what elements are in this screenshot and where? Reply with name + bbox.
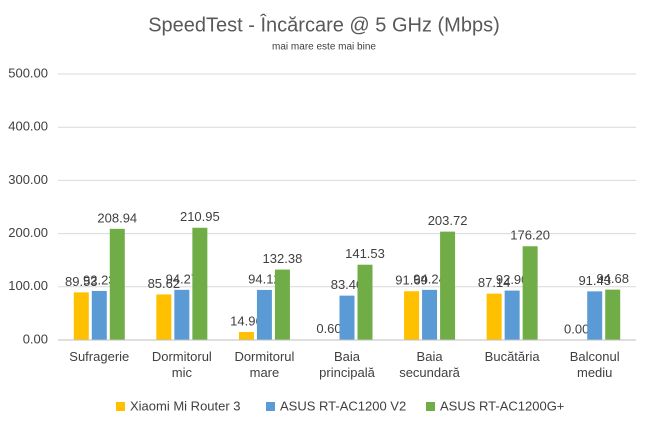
data-label: 14.96 xyxy=(230,313,263,328)
bar xyxy=(274,269,290,340)
bar xyxy=(109,228,125,340)
legend-label: ASUS RT-AC1200G+ xyxy=(440,398,564,413)
bar xyxy=(422,289,438,340)
data-label: 94.68 xyxy=(596,271,629,286)
legend-swatch xyxy=(266,402,275,411)
bar xyxy=(174,289,190,340)
bar xyxy=(404,291,420,340)
data-label: 92.90 xyxy=(496,272,529,287)
y-tick-label: 200.00 xyxy=(8,225,48,240)
bar xyxy=(440,231,456,340)
data-label: 92.23 xyxy=(83,272,116,287)
bar xyxy=(486,293,502,340)
bar xyxy=(587,291,603,340)
bar xyxy=(73,292,89,340)
data-label: 141.53 xyxy=(345,246,385,261)
x-tick-label: Sufragerie xyxy=(69,349,130,364)
bar xyxy=(192,227,208,340)
bar xyxy=(522,246,538,340)
x-tick-label: Bucătăria xyxy=(484,349,540,364)
legend-label: ASUS RT-AC1200 V2 xyxy=(280,398,406,413)
data-label: 94.24 xyxy=(413,271,446,286)
bar xyxy=(357,264,373,340)
y-tick-label: 300.00 xyxy=(8,172,48,187)
y-tick-label: 400.00 xyxy=(8,119,48,134)
data-label: 87.14 xyxy=(478,275,511,290)
data-label: 176.20 xyxy=(510,228,550,243)
bar xyxy=(156,294,172,340)
y-tick-label: 100.00 xyxy=(8,278,48,293)
bar xyxy=(605,289,621,340)
bar xyxy=(91,290,107,340)
data-label: 0.60 xyxy=(316,321,341,336)
data-label: 210.95 xyxy=(180,209,220,224)
chart-subtitle: mai mare este mai bine xyxy=(272,42,376,53)
data-label: 91.43 xyxy=(578,273,611,288)
data-label: 83.40 xyxy=(331,277,364,292)
bar xyxy=(339,295,355,340)
data-label: 203.72 xyxy=(428,213,468,228)
data-label: 208.94 xyxy=(97,210,137,225)
data-label: 0.00 xyxy=(564,321,589,336)
legend-swatch xyxy=(426,402,435,411)
bar xyxy=(504,290,520,340)
x-tick-label: Baia principală xyxy=(319,349,375,380)
y-tick-label: 0.00 xyxy=(23,331,48,346)
data-label: 132.38 xyxy=(263,251,303,266)
x-tick-label: Balconul mediu xyxy=(569,349,620,380)
x-tick-label: Dormitorul mic xyxy=(151,349,212,380)
x-tick-label: Baia secundară xyxy=(399,349,460,380)
chart-title: SpeedTest - Încărcare @ 5 GHz (Mbps) xyxy=(148,13,500,36)
x-tick-label: Dormitorul mare xyxy=(234,349,295,380)
legend-swatch xyxy=(116,402,125,411)
data-label: 85.62 xyxy=(148,276,181,291)
data-label: 94.12 xyxy=(248,271,281,286)
y-tick-label: 500.00 xyxy=(8,65,48,80)
bar xyxy=(238,332,254,340)
data-label: 89.53 xyxy=(65,274,98,289)
data-label: 94.27 xyxy=(166,271,199,286)
bar xyxy=(256,289,272,340)
data-label: 91.69 xyxy=(395,273,428,288)
legend-label: Xiaomi Mi Router 3 xyxy=(130,398,241,413)
